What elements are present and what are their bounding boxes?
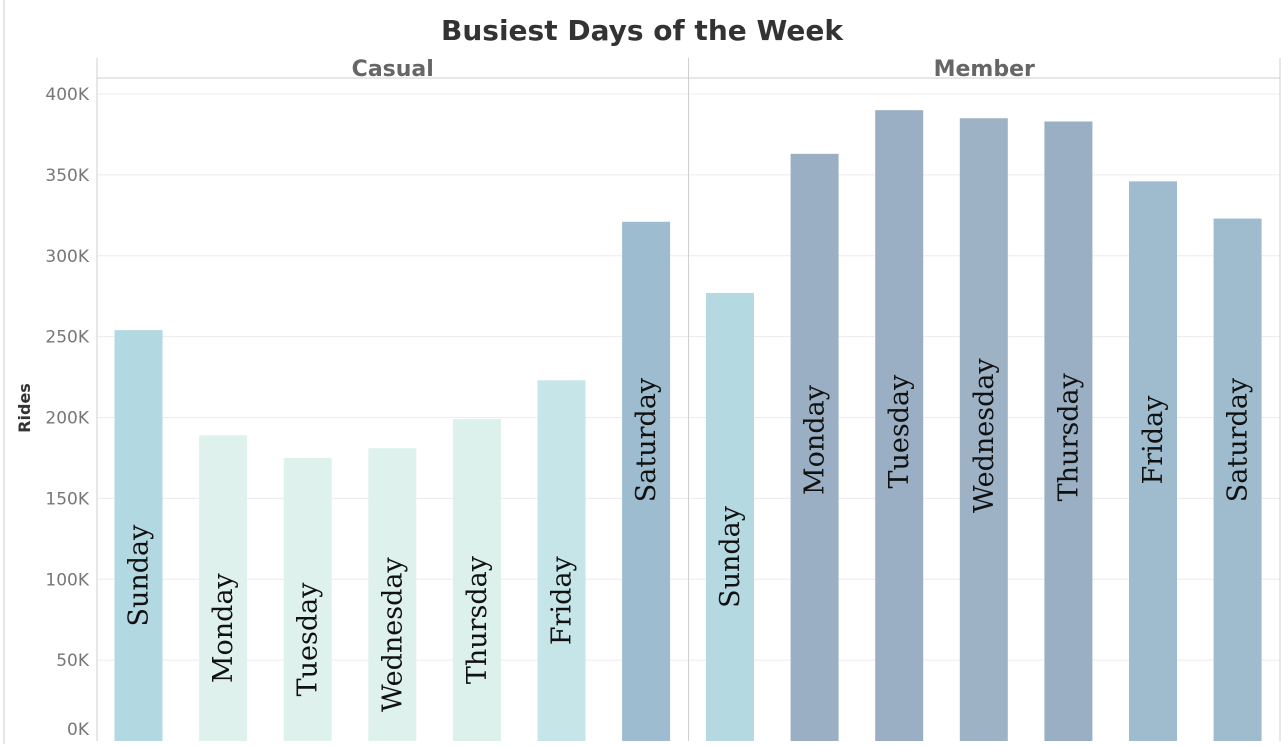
bar-member-tuesday	[875, 110, 924, 742]
bar-label-casual-sunday: Sunday	[124, 524, 155, 627]
bar-label-casual-monday: Monday	[208, 572, 239, 683]
bar-casual-friday	[537, 380, 586, 741]
bar-label-casual-tuesday: Tuesday	[293, 582, 324, 697]
bar-label-member-wednesday: Wednesday	[969, 358, 1000, 513]
bar-label-casual-saturday: Saturday	[631, 377, 662, 502]
bar-label-member-saturday: Saturday	[1223, 377, 1254, 502]
plot-frame	[3, 0, 1281, 744]
bar-member-sunday	[706, 292, 754, 741]
y-tick-label: 300K	[45, 247, 89, 267]
bar-casual-tuesday	[283, 457, 332, 741]
bar-label-member-tuesday: Tuesday	[884, 374, 915, 489]
bars	[114, 110, 1262, 742]
y-tick-label: 400K	[45, 85, 89, 105]
bar-label-member-sunday: Sunday	[715, 505, 746, 608]
bar-label-member-monday: Monday	[800, 384, 831, 495]
bar-casual-monday	[199, 435, 248, 741]
bar-casual-saturday	[622, 221, 671, 742]
bar-member-friday	[1129, 181, 1177, 742]
bar-label-casual-thursday: Thursday	[462, 555, 493, 684]
panel-headers: Casual Member	[352, 57, 1035, 82]
bar-labels: Sunday Monday Tuesday Wednesday Thursday Frid…	[124, 358, 1254, 712]
bar-member-thursday	[1044, 121, 1093, 741]
bar-casual-wednesday	[368, 448, 417, 741]
y-tick-label: 200K	[45, 409, 89, 429]
panel-header-member: Member	[934, 57, 1035, 82]
bar-member-saturday	[1213, 218, 1262, 742]
y-tick-label: 150K	[45, 489, 89, 509]
bar-casual-sunday	[114, 330, 163, 741]
bar-label-casual-wednesday: Wednesday	[377, 557, 408, 712]
y-tick-label: 250K	[45, 328, 89, 348]
bar-label-member-friday: Friday	[1138, 395, 1169, 485]
chart-title: Busiest Days of the Week	[441, 14, 844, 47]
y-axis-ticks: 0K 50K 100K 150K 200K 250K 300K 350K 400K	[45, 85, 89, 740]
y-tick-label: 350K	[45, 166, 89, 186]
y-tick-label: 0K	[67, 720, 90, 740]
bar-member-monday	[790, 153, 839, 741]
bar-label-member-thursday: Thursday	[1053, 372, 1084, 501]
y-tick-label: 100K	[45, 570, 89, 590]
y-axis-label: Rides	[15, 383, 34, 433]
y-tick-label: 50K	[56, 651, 90, 671]
bar-label-casual-friday: Friday	[547, 555, 578, 645]
bar-casual-thursday	[452, 419, 501, 741]
bar-member-wednesday	[959, 118, 1008, 741]
panel-header-casual: Casual	[352, 57, 434, 82]
